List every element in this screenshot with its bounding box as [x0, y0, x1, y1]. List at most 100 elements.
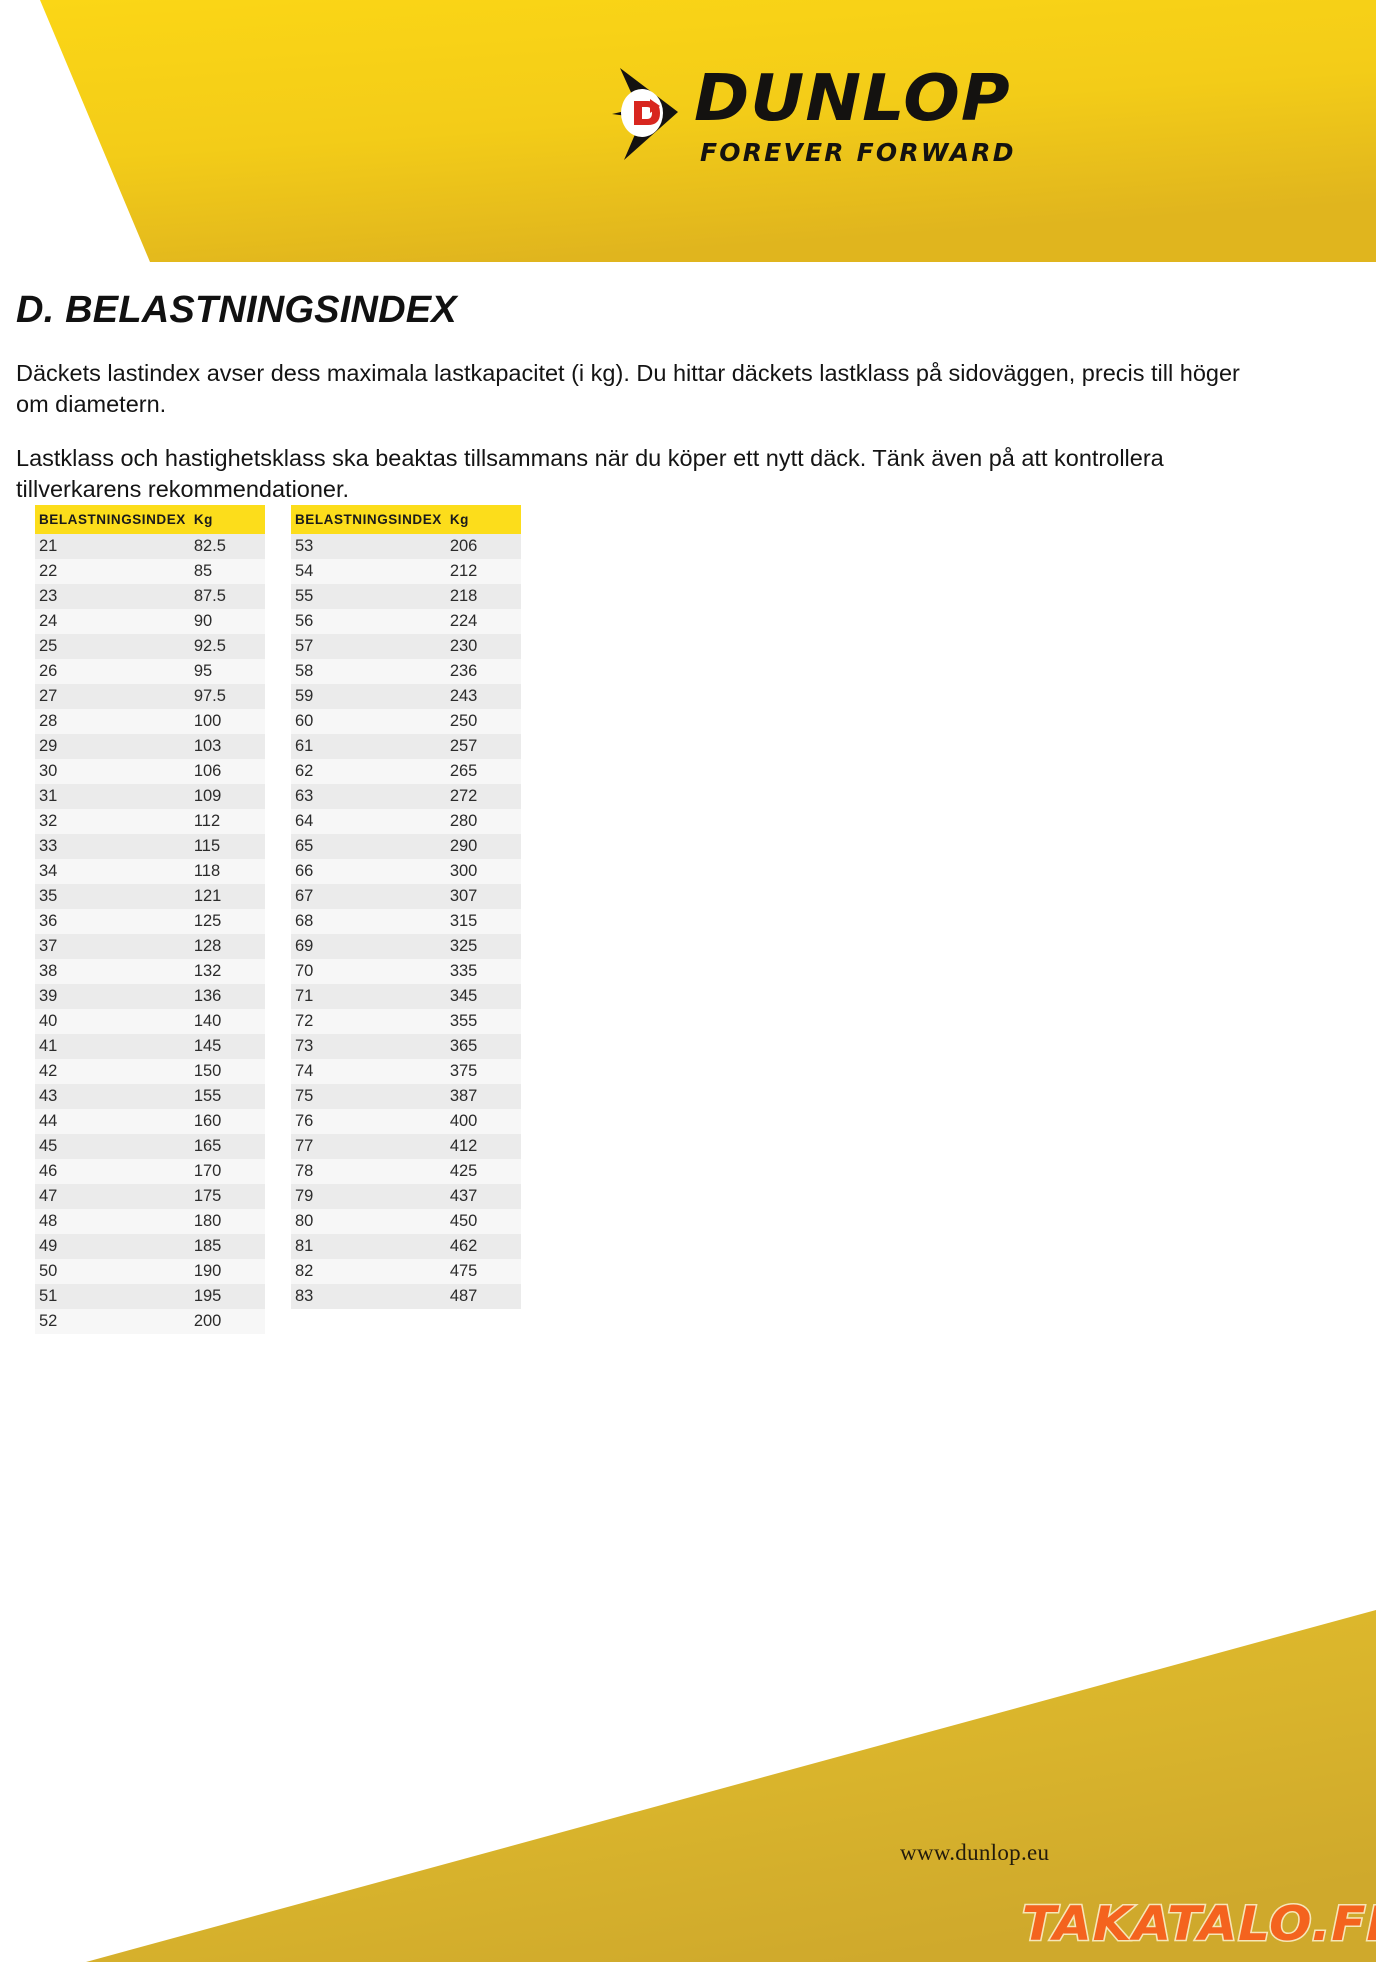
cell-kg: 475: [449, 1262, 478, 1280]
cell-load-index: 77: [295, 1137, 314, 1155]
cell-load-index: 24: [39, 612, 58, 630]
table-row: 26 95: [35, 659, 265, 684]
cell-load-index: 44: [39, 1112, 58, 1130]
table-row: 56 224: [291, 609, 521, 634]
cell-load-index: 69: [295, 937, 314, 955]
load-index-table-right: BELASTNINGSINDEX Kg 53 206 54 212 55 218 56 224…: [291, 505, 521, 1309]
cell-load-index: 29: [39, 737, 58, 755]
cell-kg: 109: [193, 787, 222, 805]
cell-load-index: 55: [295, 587, 314, 605]
cell-load-index: 68: [295, 912, 314, 930]
table-row: 63 272: [291, 784, 521, 809]
cell-kg: 136: [193, 987, 222, 1005]
cell-kg: 115: [193, 837, 221, 855]
cell-load-index: 27: [39, 687, 58, 705]
dunlop-logo: DUNLOP FOREVER FORWARD: [612, 62, 1072, 172]
cell-load-index: 61: [295, 737, 314, 755]
cell-load-index: 37: [39, 937, 58, 955]
cell-kg: 100: [193, 712, 222, 730]
cell-kg: 175: [193, 1187, 222, 1205]
cell-load-index: 31: [39, 787, 58, 805]
cell-kg: 315: [449, 912, 478, 930]
table-right-head: BELASTNINGSINDEX Kg: [291, 505, 521, 534]
table-row: 40 140: [35, 1009, 265, 1034]
cell-load-index: 59: [295, 687, 314, 705]
cell-load-index: 63: [295, 787, 314, 805]
table-left-head: BELASTNINGSINDEX Kg: [35, 505, 265, 534]
table-row: 33 115: [35, 834, 265, 859]
table-row: 34 118: [35, 859, 265, 884]
cell-load-index: 22: [39, 562, 58, 580]
cell-load-index: 32: [39, 812, 58, 830]
footer-website-url[interactable]: www.dunlop.eu: [900, 1840, 1050, 1865]
cell-load-index: 58: [295, 662, 314, 680]
table-row: 65 290: [291, 834, 521, 859]
table-row: 61 257: [291, 734, 521, 759]
footer-yellow-banner: [0, 1462, 1376, 1962]
table-row: 51 195: [35, 1284, 265, 1309]
table-right-body: 53 206 54 212 55 218 56 224 57 230 58 236 59 243 60 250…: [291, 534, 521, 1309]
cell-load-index: 26: [39, 662, 58, 680]
cell-load-index: 47: [39, 1187, 58, 1205]
table-row: 41 145: [35, 1034, 265, 1059]
cell-kg: 280: [449, 812, 478, 830]
cell-kg: 150: [193, 1062, 222, 1080]
column-header-index: BELASTNINGSINDEX: [35, 505, 186, 534]
cell-kg: 140: [193, 1012, 222, 1030]
cell-kg: 243: [449, 687, 478, 705]
table-row: 62 265: [291, 759, 521, 784]
table-left-body: 21 82.5 22 85 23 87.5 24 90 25 92.5 26 95 27 97.5 28 10…: [35, 534, 265, 1334]
takatalo-watermark: TAKATALO.FI: [1020, 1896, 1376, 1954]
cell-kg: 462: [449, 1237, 478, 1255]
cell-load-index: 82: [295, 1262, 314, 1280]
cell-kg: 272: [449, 787, 478, 805]
cell-kg: 236: [449, 662, 478, 680]
cell-load-index: 40: [39, 1012, 58, 1030]
cell-load-index: 51: [39, 1287, 58, 1305]
table-row: 66 300: [291, 859, 521, 884]
table-row: 43 155: [35, 1084, 265, 1109]
cell-load-index: 60: [295, 712, 314, 730]
cell-load-index: 57: [295, 637, 314, 655]
cell-load-index: 35: [39, 887, 58, 905]
cell-kg: 180: [193, 1212, 222, 1230]
table-row: 60 250: [291, 709, 521, 734]
footer-banner-shape: [86, 1610, 1376, 1962]
table-row: 64 280: [291, 809, 521, 834]
cell-load-index: 76: [295, 1112, 314, 1130]
table-row: 44 160: [35, 1109, 265, 1134]
cell-kg: 355: [449, 1012, 478, 1030]
table-row: 79 437: [291, 1184, 521, 1209]
table-row: 38 132: [35, 959, 265, 984]
cell-kg: 121: [193, 887, 222, 905]
table-row: 29 103: [35, 734, 265, 759]
cell-load-index: 21: [39, 537, 58, 555]
cell-kg: 250: [449, 712, 478, 730]
cell-kg: 125: [193, 912, 222, 930]
table-row: 47 175: [35, 1184, 265, 1209]
cell-kg: 200: [193, 1312, 222, 1330]
cell-kg: 145: [193, 1037, 222, 1055]
table-row: 31 109: [35, 784, 265, 809]
table-row: 57 230: [291, 634, 521, 659]
table-row: 42 150: [35, 1059, 265, 1084]
cell-load-index: 65: [295, 837, 314, 855]
cell-load-index: 30: [39, 762, 58, 780]
dunlop-d-arrow-icon: [612, 68, 678, 160]
cell-kg: 307: [449, 887, 478, 905]
cell-kg: 224: [449, 612, 478, 630]
cell-kg: 90: [193, 612, 213, 630]
table-row: 68 315: [291, 909, 521, 934]
table-row: 76 400: [291, 1109, 521, 1134]
table-row: 74 375: [291, 1059, 521, 1084]
cell-load-index: 73: [295, 1037, 314, 1055]
table-row: 70 335: [291, 959, 521, 984]
cell-load-index: 36: [39, 912, 58, 930]
table-row: 39 136: [35, 984, 265, 1009]
cell-load-index: 25: [39, 637, 58, 655]
cell-load-index: 34: [39, 862, 58, 880]
cell-kg: 87.5: [193, 587, 226, 605]
cell-kg: 450: [449, 1212, 478, 1230]
cell-kg: 425: [449, 1162, 478, 1180]
